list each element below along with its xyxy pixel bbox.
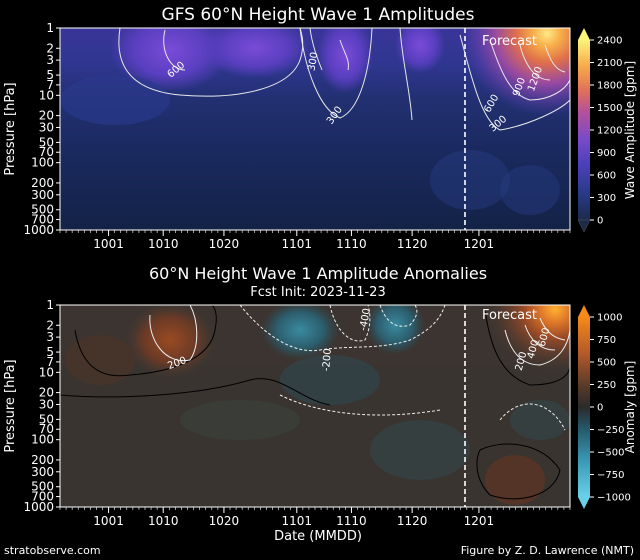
colorbar-tick-label: 2100 (597, 58, 622, 69)
top-heatmap (60, 28, 570, 230)
x-tick-label: 1120 (397, 237, 428, 251)
bottom-subtitle: Fcst Init: 2023-11-23 (250, 285, 385, 300)
colorbar-tick-label: 1200 (597, 126, 622, 137)
top-colorbar-label: Wave Amplitude [gpm] (623, 61, 637, 199)
y-tick-label: 200 (31, 453, 54, 467)
top-colorbar: 0 300 600 900 1200 1500 1800 2100 2400 (577, 28, 622, 233)
bottom-contour-label: 400 (526, 339, 542, 360)
y-tick-label: 1 (46, 21, 54, 35)
top-contour-label: 300 (306, 51, 320, 72)
x-tick-label: 1020 (209, 237, 240, 251)
colorbar-tick-label: 500 (597, 358, 616, 369)
y-tick-label: 200 (31, 176, 54, 190)
top-forecast-label: Forecast (482, 34, 537, 49)
bottom-contour-label: -200 (321, 348, 334, 372)
bottom-colorbar-label: Anomaly [gpm] (623, 361, 637, 454)
x-tick-label: 1020 (209, 514, 240, 528)
y-tick-label: 70 (39, 145, 54, 159)
footer-site: stratobserve.com (4, 544, 101, 557)
y-tick-label: 5 (46, 68, 54, 82)
colorbar-tick-label: 1500 (597, 103, 622, 114)
y-tick-label: 20 (39, 109, 54, 123)
colorbar-tick-label: 300 (597, 193, 616, 204)
colorbar-tick-label: −250 (597, 425, 624, 436)
bottom-colorbar: 1000 750 500 250 0 −250 −500 −750 −1000 (578, 305, 631, 509)
y-tick-label: 300 (31, 465, 54, 479)
colorbar-tick-label: −1000 (597, 493, 631, 504)
x-tick-label: 1201 (464, 514, 495, 528)
colorbar-tick-label: 1000 (597, 313, 622, 324)
x-tick-label: 1010 (148, 514, 179, 528)
y-tick-label: 10 (39, 88, 54, 102)
y-tick-label: 7 (46, 355, 54, 369)
x-tick-label: 1110 (336, 237, 367, 251)
y-tick-label: 5 (46, 345, 54, 359)
y-tick-label: 700 (31, 213, 54, 227)
bottom-contour-label: -400 (358, 307, 373, 331)
y-tick-label: 30 (39, 397, 54, 411)
x-tick-label: 1010 (148, 237, 179, 251)
colorbar-tick-label: 600 (597, 171, 616, 182)
y-tick-label: 100 (31, 156, 54, 170)
bottom-contour-label: 200 (514, 351, 530, 372)
colorbar-tick-label: 0 (597, 403, 603, 414)
y-tick-label: 500 (31, 203, 54, 217)
x-tick-label: 1120 (397, 514, 428, 528)
colorbar-tick-label: 0 (597, 216, 603, 227)
y-tick-label: 300 (31, 188, 54, 202)
top-x-axis: 1001 1010 1020 1101 1110 1120 1201 (59, 230, 571, 251)
y-tick-label: 2 (46, 318, 54, 332)
y-tick-label: 10 (39, 365, 54, 379)
bottom-heatmap (60, 305, 570, 507)
x-tick-label: 1101 (282, 514, 313, 528)
colorbar-tick-label: 250 (597, 380, 616, 391)
y-tick-label: 50 (39, 412, 54, 426)
y-tick-label: 100 (31, 433, 54, 447)
top-ylabel: Pressure [hPa] (3, 82, 18, 175)
y-tick-label: 30 (39, 120, 54, 134)
y-tick-label: 50 (39, 135, 54, 149)
y-tick-label: 1 (46, 298, 54, 312)
bottom-x-axis: 1001 1010 1020 1101 1110 1120 1201 (59, 507, 571, 528)
y-tick-label: 2 (46, 41, 54, 55)
y-tick-label: 7 (46, 78, 54, 92)
x-tick-label: 1110 (336, 514, 367, 528)
x-tick-label: 1101 (282, 237, 313, 251)
bottom-ylabel: Pressure [hPa] (3, 359, 18, 452)
bottom-forecast-label: Forecast (482, 308, 537, 323)
x-tick-label: 1201 (464, 237, 495, 251)
colorbar-tick-label: 900 (597, 148, 616, 159)
bottom-title: 60°N Height Wave 1 Amplitude Anomalies (149, 264, 487, 283)
footer-credit: Figure by Z. D. Lawrence (NMT) (461, 544, 634, 557)
y-tick-label: 1000 (23, 223, 54, 237)
y-tick-label: 3 (46, 53, 54, 67)
colorbar-tick-label: 1800 (597, 81, 622, 92)
y-tick-label: 20 (39, 386, 54, 400)
y-tick-label: 70 (39, 422, 54, 436)
x-tick-label: 1001 (93, 237, 124, 251)
y-tick-label: 3 (46, 330, 54, 344)
bottom-xlabel: Date (MMDD) (274, 529, 362, 544)
colorbar-tick-label: −500 (597, 448, 624, 459)
colorbar-tick-label: 750 (597, 335, 616, 346)
y-tick-label: 700 (31, 490, 54, 504)
bottom-contour-label: 600 (537, 327, 553, 348)
y-tick-label: 1000 (23, 500, 54, 514)
y-tick-label: 500 (31, 480, 54, 494)
colorbar-tick-label: 2400 (597, 36, 622, 47)
top-title: GFS 60°N Height Wave 1 Amplitudes (162, 5, 475, 25)
colorbar-tick-label: −750 (597, 470, 624, 481)
x-tick-label: 1001 (93, 514, 124, 528)
